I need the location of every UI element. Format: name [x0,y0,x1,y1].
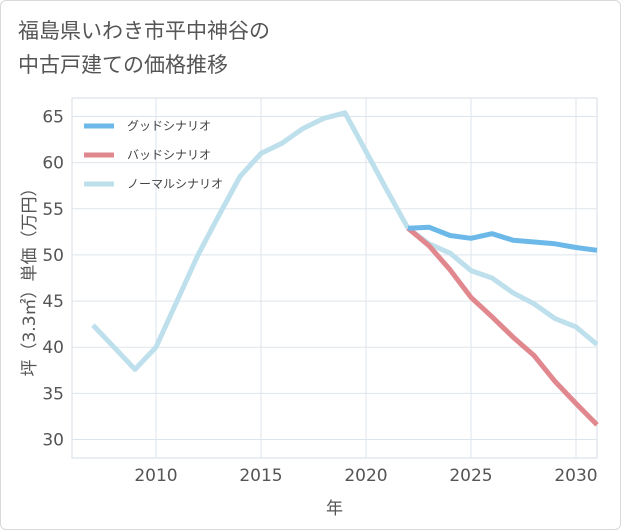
y-tick-label: 40 [42,338,64,358]
x-tick-label: 2030 [554,466,597,486]
y-tick-label: 30 [42,431,64,451]
x-tick-label: 2020 [344,466,387,486]
plot-series [91,110,599,427]
legend-label-1: バッドシナリオ [127,148,211,162]
chart-title: 福島県いわき市平中神谷の 中古戸建ての価格推移 [18,14,270,82]
legend-label-2: ノーマルシナリオ [127,177,223,191]
y-tick-label: 60 [42,154,64,174]
x-tick-label: 2010 [134,466,177,486]
series-line-2 [91,110,599,372]
plot-area [71,97,598,459]
y-tick-label: 45 [42,292,64,312]
y-tick-label: 35 [42,384,64,404]
axis-ticks: 30 35 40 45 50 55 60 65 2010 2015 2020 2025 2030 [42,107,597,486]
x-axis-label: 年 [326,499,343,519]
y-tick-label: 50 [42,246,64,266]
x-tick-label: 2025 [449,466,492,486]
chart-title-line-1: 福島県いわき市平中神谷の [18,19,270,43]
y-tick-label: 65 [42,107,64,127]
grid [71,97,598,459]
legend-label-0: グッドシナリオ [127,119,211,133]
chart-title-line-2: 中古戸建ての価格推移 [18,53,228,77]
series-line-0 [407,224,598,253]
y-tick-label: 55 [42,200,64,220]
x-tick-label: 2015 [239,466,282,486]
y-axis-label: 坪（3.3㎡）単価（万円） [20,179,40,376]
series-line-1 [406,226,599,427]
